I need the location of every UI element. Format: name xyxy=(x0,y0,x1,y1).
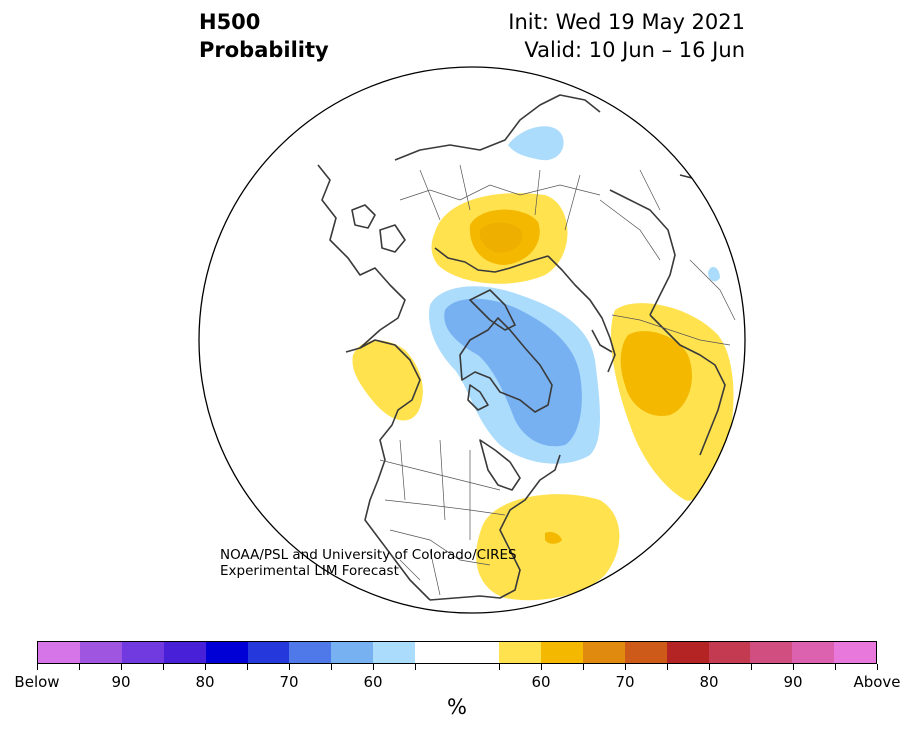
colorbar-tick xyxy=(709,664,710,670)
colorbar-tick xyxy=(289,664,290,670)
colorbar-segment xyxy=(415,642,458,663)
colorbar-segment xyxy=(373,642,416,663)
colorbar-tick xyxy=(583,664,584,670)
colorbar-tick xyxy=(37,664,38,670)
shading-atlantic-positive xyxy=(476,494,620,601)
colorbar-segment xyxy=(38,642,80,663)
map-title: H500 Probability xyxy=(199,8,329,64)
colorbar-tick xyxy=(331,664,332,670)
colorbar-tick xyxy=(793,664,794,670)
colorbar-tick xyxy=(877,664,878,670)
colorbar-label: Below xyxy=(14,673,60,691)
shading-alaska-positive xyxy=(352,340,423,421)
colorbar-tick xyxy=(205,664,206,670)
globe-outline xyxy=(198,66,746,614)
colorbar-segment xyxy=(540,642,583,663)
forecast-dates: Init: Wed 19 May 2021 Valid: 10 Jun – 16… xyxy=(508,8,745,64)
colorbar-segment xyxy=(624,642,667,663)
colorbar-label: 80 xyxy=(699,673,719,691)
colorbar-tick xyxy=(751,664,752,670)
colorbar xyxy=(37,641,877,664)
colorbar-segment xyxy=(331,642,374,663)
credit-line-2: Experimental LIM Forecast xyxy=(220,563,399,579)
colorbar-tick xyxy=(625,664,626,670)
colorbar-label: 80 xyxy=(195,673,215,691)
polar-map xyxy=(198,66,746,614)
credit-text: NOAA/PSL and University of Colorado/CIRE… xyxy=(220,547,517,579)
colorbar-segment xyxy=(247,642,290,663)
title-variable: H500 xyxy=(199,10,261,34)
colorbar-segment xyxy=(79,642,122,663)
colorbar-segment xyxy=(121,642,164,663)
colorbar-tick xyxy=(499,664,500,670)
colorbar-tick xyxy=(415,664,416,670)
colorbar-tick xyxy=(79,664,80,670)
colorbar-segment xyxy=(666,642,709,663)
colorbar-segment xyxy=(163,642,206,663)
colorbar-label: 70 xyxy=(279,673,299,691)
colorbar-label: 60 xyxy=(363,673,383,691)
colorbar-tick xyxy=(667,664,668,670)
colorbar-segment xyxy=(750,642,793,663)
colorbar-segment xyxy=(708,642,751,663)
valid-range: Valid: 10 Jun – 16 Jun xyxy=(524,38,745,62)
colorbar-segment xyxy=(834,642,877,663)
colorbar-segment xyxy=(498,642,541,663)
colorbar-tick xyxy=(541,664,542,670)
colorbar-segment xyxy=(582,642,625,663)
colorbar-tick xyxy=(835,664,836,670)
title-quantity: Probability xyxy=(199,38,329,62)
colorbar-tick xyxy=(163,664,164,670)
colorbar-segment xyxy=(289,642,332,663)
colorbar-label: 70 xyxy=(615,673,635,691)
shading-scandinavia-negative xyxy=(508,126,720,282)
colorbar-segment xyxy=(457,642,499,663)
colorbar-tick xyxy=(373,664,374,670)
colorbar-label: 90 xyxy=(111,673,131,691)
shading-asia-positive xyxy=(610,303,734,501)
coastlines xyxy=(317,94,726,601)
colorbar-label: Above xyxy=(853,673,901,691)
colorbar-segment xyxy=(205,642,248,663)
credit-line-1: NOAA/PSL and University of Colorado/CIRE… xyxy=(220,547,517,563)
init-date: Init: Wed 19 May 2021 xyxy=(508,10,745,34)
colorbar-tick xyxy=(247,664,248,670)
political-borders xyxy=(379,164,736,596)
colorbar-label: 90 xyxy=(783,673,803,691)
colorbar-segment xyxy=(792,642,835,663)
colorbar-tick xyxy=(121,664,122,670)
colorbar-unit: % xyxy=(447,695,467,719)
colorbar-label: 60 xyxy=(531,673,551,691)
